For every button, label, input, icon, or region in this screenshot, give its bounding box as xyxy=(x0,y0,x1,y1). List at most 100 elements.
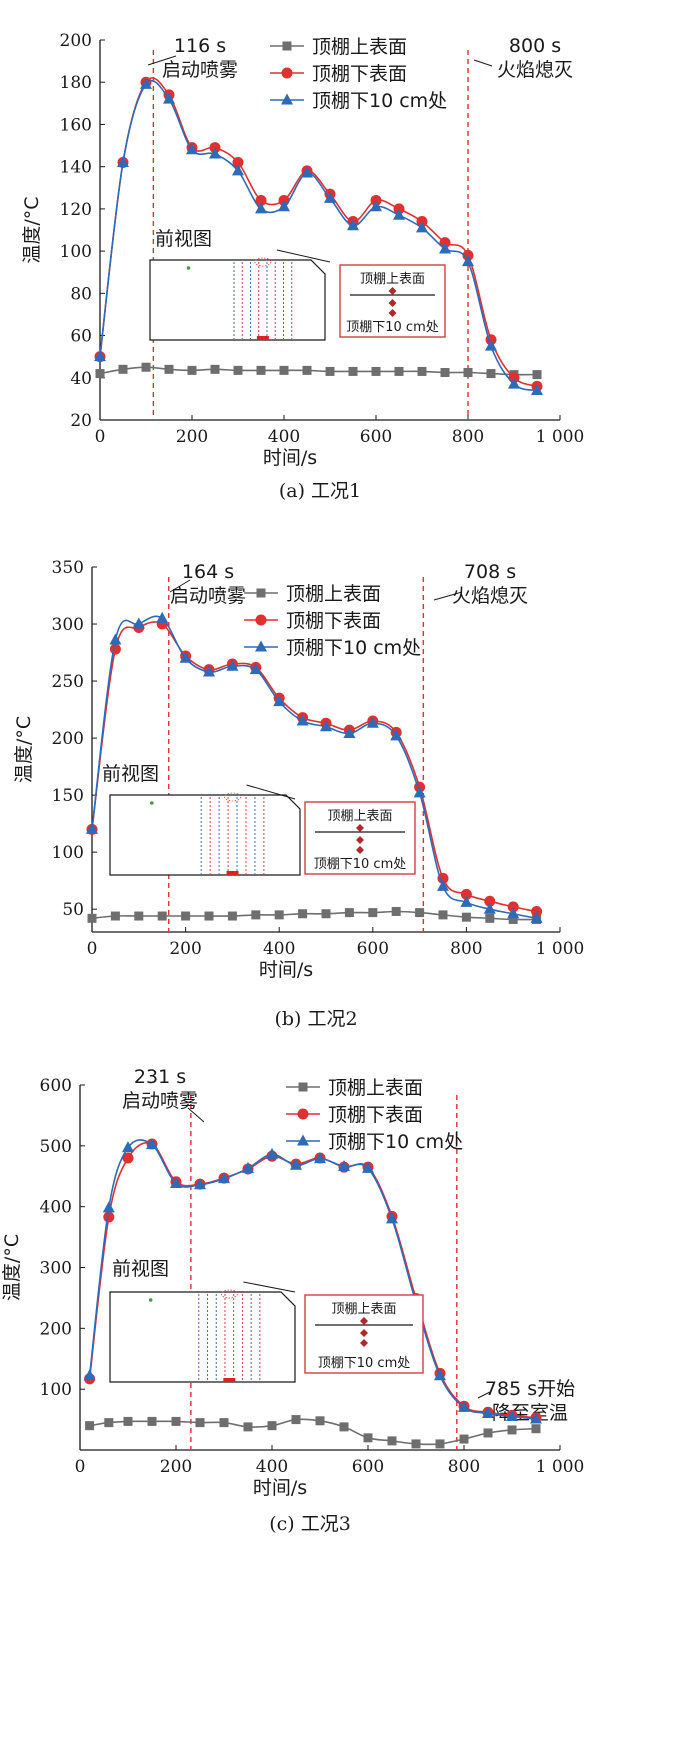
annotation-text: 785 s开始 xyxy=(485,1378,575,1400)
data-point xyxy=(531,1424,541,1434)
data-point xyxy=(227,911,237,921)
data-point xyxy=(434,1369,446,1381)
data-point xyxy=(530,911,543,923)
data-point xyxy=(123,1416,133,1426)
x-tick-label: 200 xyxy=(176,427,208,447)
data-point xyxy=(486,369,496,379)
y-axis-label: 温度/°C xyxy=(21,196,43,263)
data-point xyxy=(94,350,106,362)
inset-title: 前视图 xyxy=(155,228,212,250)
data-point xyxy=(315,1416,325,1426)
data-point xyxy=(366,716,379,728)
data-point xyxy=(362,1161,374,1173)
data-point xyxy=(370,200,382,212)
inset-fire-source xyxy=(256,336,269,340)
data-point xyxy=(411,1439,421,1449)
data-point xyxy=(507,901,519,913)
inset-sensor-diamond xyxy=(360,1329,368,1337)
data-point xyxy=(461,912,471,922)
x-tick-label: 200 xyxy=(160,1457,192,1477)
inset-detail-marker xyxy=(220,1289,238,1299)
data-point xyxy=(348,366,358,376)
y-tick-label: 600 xyxy=(40,1076,72,1096)
data-point xyxy=(219,1418,229,1428)
data-point xyxy=(291,1415,301,1425)
series-line xyxy=(91,621,537,913)
data-point xyxy=(226,659,239,671)
inset-detail-marker xyxy=(224,792,241,802)
annotation-text: 火焰熄灭 xyxy=(497,59,573,81)
legend-label: 顶棚上表面 xyxy=(312,36,407,58)
annotation-text: 116 s xyxy=(174,35,226,57)
data-point xyxy=(209,147,221,159)
data-point xyxy=(109,633,122,645)
data-point xyxy=(117,155,129,167)
series-square xyxy=(95,362,542,380)
data-point xyxy=(301,166,313,178)
inset-pointer xyxy=(246,784,296,800)
data-point xyxy=(439,242,451,254)
legend-label: 顶棚下10 cm处 xyxy=(286,637,421,659)
data-point xyxy=(156,611,169,623)
data-point xyxy=(485,339,497,351)
y-tick-label: 300 xyxy=(52,615,84,635)
legend-label: 顶棚下表面 xyxy=(312,63,407,85)
x-tick-label: 0 xyxy=(75,1457,86,1477)
data-point xyxy=(104,1418,114,1428)
data-point xyxy=(483,902,496,914)
data-point xyxy=(482,1407,494,1418)
data-point xyxy=(438,910,448,920)
data-point xyxy=(339,1422,349,1432)
legend-marker xyxy=(282,41,292,51)
data-point xyxy=(179,651,192,663)
y-tick-label: 100 xyxy=(52,843,84,863)
data-point xyxy=(296,714,309,726)
data-point xyxy=(532,370,542,380)
data-point xyxy=(86,822,98,834)
data-point xyxy=(140,77,152,89)
data-point xyxy=(157,911,167,921)
data-point xyxy=(290,1158,302,1170)
chart-panel-2: 0 200 400 600 800 1 000 50 100 150 200 250 300 350 时间… xyxy=(13,558,584,1030)
annotation-leader xyxy=(477,1391,491,1399)
series-triangle xyxy=(86,611,543,923)
inset-sensor-diamond xyxy=(356,846,364,854)
y-axis-label: 温度/°C xyxy=(13,716,35,783)
inset-label-top: 顶棚上表面 xyxy=(327,809,392,824)
data-point xyxy=(460,888,472,900)
data-point xyxy=(122,1141,134,1153)
inset-detail-box xyxy=(304,801,416,875)
data-point xyxy=(391,906,401,916)
data-point xyxy=(416,221,428,233)
x-tick-label: 1 000 xyxy=(536,939,585,959)
x-tick-label: 800 xyxy=(448,1457,480,1477)
annotation-text: 启动喷雾 xyxy=(122,1090,198,1112)
data-point xyxy=(134,911,144,921)
inset-label-top: 顶棚上表面 xyxy=(331,1302,396,1317)
series-square xyxy=(85,1415,541,1449)
data-point xyxy=(110,911,120,921)
y-tick-label: 350 xyxy=(52,558,84,578)
annotation-leader xyxy=(187,1107,205,1123)
data-point xyxy=(203,665,215,677)
y-tick-label: 60 xyxy=(70,327,92,347)
y-axis-label: 温度/°C xyxy=(1,1234,23,1301)
y-tick-label: 100 xyxy=(40,1380,72,1400)
x-tick-label: 200 xyxy=(169,939,201,959)
legend-label: 顶棚下表面 xyxy=(328,1104,423,1126)
x-tick-label: 800 xyxy=(450,939,482,959)
x-tick-label: 1 000 xyxy=(536,427,585,447)
data-point xyxy=(255,202,267,214)
inset-label-top: 顶棚上表面 xyxy=(360,272,425,287)
annotation-text: 启动喷雾 xyxy=(170,585,246,607)
inset-nozzle xyxy=(150,801,154,805)
y-tick-label: 300 xyxy=(40,1259,72,1279)
annotation-leader xyxy=(169,579,191,593)
y-tick-label: 80 xyxy=(70,284,92,304)
data-point xyxy=(508,914,518,924)
x-tick-label: 600 xyxy=(360,427,392,447)
data-point xyxy=(255,194,267,206)
annotation-leader xyxy=(473,59,493,67)
series-square xyxy=(87,906,542,924)
